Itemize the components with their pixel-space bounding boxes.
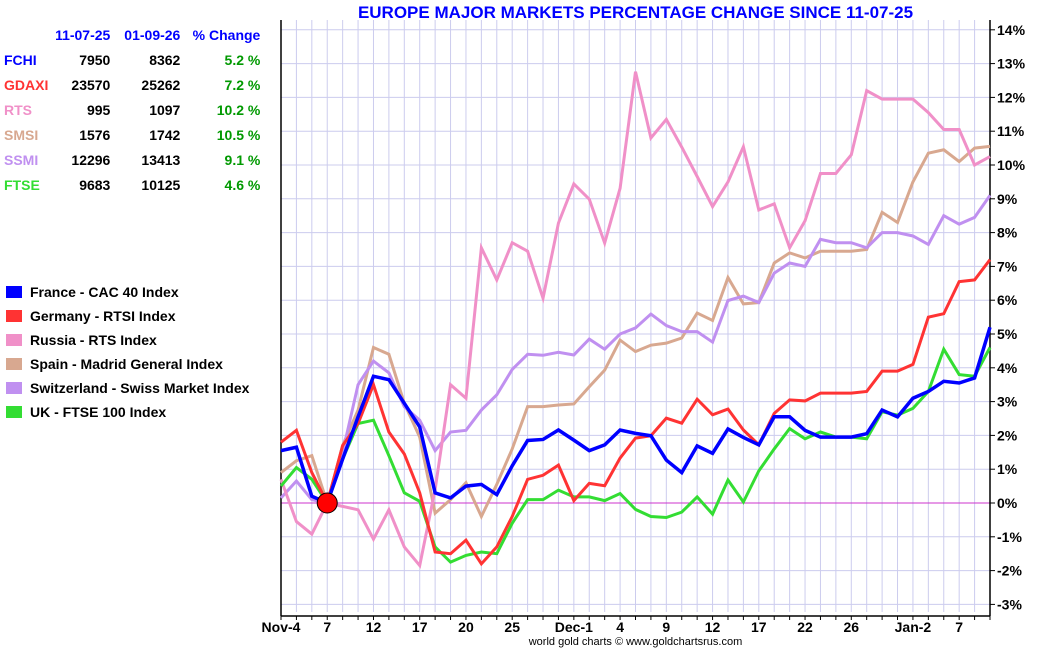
x-tick-label: Dec-1: [555, 619, 593, 635]
y-tick-label: -3%: [997, 596, 1022, 612]
y-tick-label: 10%: [997, 157, 1026, 173]
y-tick-label: 0%: [997, 495, 1018, 511]
change-value: 10.2 %: [216, 101, 261, 118]
symbol-label: RTS: [4, 101, 32, 118]
change-value: 7.2 %: [224, 76, 261, 93]
legend: France - CAC 40 Index Germany - RTSI Inde…: [6, 280, 249, 424]
legend-item: Germany - RTSI Index: [6, 304, 249, 328]
y-tick-label: 11%: [997, 123, 1025, 139]
x-tick-label: 7: [323, 619, 331, 635]
x-tick-label: 22: [797, 619, 813, 635]
legend-swatch: [6, 334, 22, 346]
y-tick-label: 14%: [997, 22, 1026, 38]
x-tick-label: 26: [843, 619, 859, 635]
y-tick-label: 4%: [997, 360, 1018, 376]
legend-item: Switzerland - Swiss Market Index: [6, 376, 249, 400]
legend-label: France - CAC 40 Index: [30, 284, 179, 300]
x-tick-label: 12: [705, 619, 721, 635]
start-value: 9683: [79, 176, 111, 193]
x-tick-label: 20: [458, 619, 474, 635]
end-value: 13413: [141, 151, 181, 168]
change-value: 5.2 %: [224, 51, 261, 68]
summary-row: FCHI 7950 8362 5.2 %: [4, 47, 260, 72]
summary-row: FTSE 9683 10125 4.6 %: [4, 172, 260, 197]
y-tick-label: 7%: [997, 258, 1018, 274]
header-change: % Change: [192, 26, 261, 43]
legend-label: Switzerland - Swiss Market Index: [30, 380, 250, 396]
y-tick-label: 12%: [997, 89, 1026, 105]
y-tick-label: 13%: [997, 56, 1026, 72]
start-value: 12296: [71, 151, 111, 168]
legend-item: Spain - Madrid General Index: [6, 352, 249, 376]
legend-label: UK - FTSE 100 Index: [30, 404, 167, 420]
y-tick-label: 5%: [997, 326, 1018, 342]
legend-swatch: [6, 406, 22, 418]
x-tick-label: Jan-2: [895, 619, 932, 635]
summary-row: SMSI 1576 1742 10.5 %: [4, 122, 260, 147]
start-value: 1576: [79, 126, 111, 143]
summary-row: SSMI 12296 13413 9.1 %: [4, 147, 260, 172]
x-tick-label: 9: [662, 619, 670, 635]
x-tick-label: Nov-4: [262, 619, 301, 635]
x-tick-label: 17: [751, 619, 767, 635]
credit-text: world gold charts © www.goldchartsrus.co…: [528, 636, 743, 648]
series-line-france: [280, 326, 992, 506]
y-tick-label: -2%: [997, 563, 1022, 579]
legend-label: Germany - RTSI Index: [30, 308, 176, 324]
symbol-label: FCHI: [4, 51, 37, 68]
symbol-label: GDAXI: [4, 76, 49, 93]
legend-swatch: [6, 286, 22, 298]
series-line-russia: [279, 71, 991, 569]
start-value: 23570: [71, 76, 111, 93]
symbol-label: FTSE: [4, 176, 40, 193]
x-tick-label: 12: [366, 619, 382, 635]
series-line-germany: [280, 258, 992, 567]
symbol-label: SMSI: [4, 126, 39, 143]
header-start-date: 11-07-25: [55, 26, 111, 43]
legend-item: France - CAC 40 Index: [6, 280, 249, 304]
start-value: 995: [86, 101, 111, 118]
end-value: 1097: [149, 101, 181, 118]
x-tick-label: 17: [412, 619, 428, 635]
x-tick-label: 25: [504, 619, 520, 635]
end-value: 1742: [149, 126, 181, 143]
x-tick-label: 4: [616, 619, 624, 635]
series-line-uk: [279, 345, 992, 564]
header-end-date: 01-09-26: [124, 26, 181, 43]
legend-swatch: [6, 310, 22, 322]
end-value: 8362: [149, 51, 181, 68]
x-tick-label: 7: [955, 619, 963, 635]
y-tick-label: 1%: [997, 461, 1018, 477]
legend-item: Russia - RTS Index: [6, 328, 249, 352]
legend-label: Spain - Madrid General Index: [30, 356, 223, 372]
summary-header-row: 11-07-25 01-09-26 % Change: [4, 22, 260, 47]
legend-swatch: [6, 382, 22, 394]
series-line-spain: [280, 144, 991, 521]
base-date-marker: [316, 492, 338, 514]
legend-label: Russia - RTS Index: [30, 332, 157, 348]
y-tick-label: 3%: [997, 394, 1018, 410]
change-value: 10.5 %: [216, 126, 261, 143]
y-tick-label: -1%: [997, 529, 1022, 545]
y-tick-label: 6%: [997, 292, 1018, 308]
change-value: 9.1 %: [224, 151, 261, 168]
symbol-label: SSMI: [4, 151, 39, 168]
summary-row: GDAXI 23570 25262 7.2 %: [4, 72, 260, 97]
end-value: 10125: [141, 176, 181, 193]
chart-title: EUROPE MAJOR MARKETS PERCENTAGE CHANGE S…: [357, 3, 914, 22]
legend-item: UK - FTSE 100 Index: [6, 400, 249, 424]
y-tick-label: 9%: [997, 191, 1018, 207]
summary-table: 11-07-25 01-09-26 % Change FCHI 7950 8362 5…: [4, 22, 260, 197]
legend-swatch: [6, 358, 22, 370]
y-tick-label: 8%: [997, 225, 1018, 241]
summary-row: RTS 995 1097 10.2 %: [4, 97, 260, 122]
start-value: 7950: [79, 51, 111, 68]
end-value: 25262: [141, 76, 181, 93]
y-tick-label: 2%: [997, 427, 1018, 443]
change-value: 4.6 %: [224, 176, 261, 193]
